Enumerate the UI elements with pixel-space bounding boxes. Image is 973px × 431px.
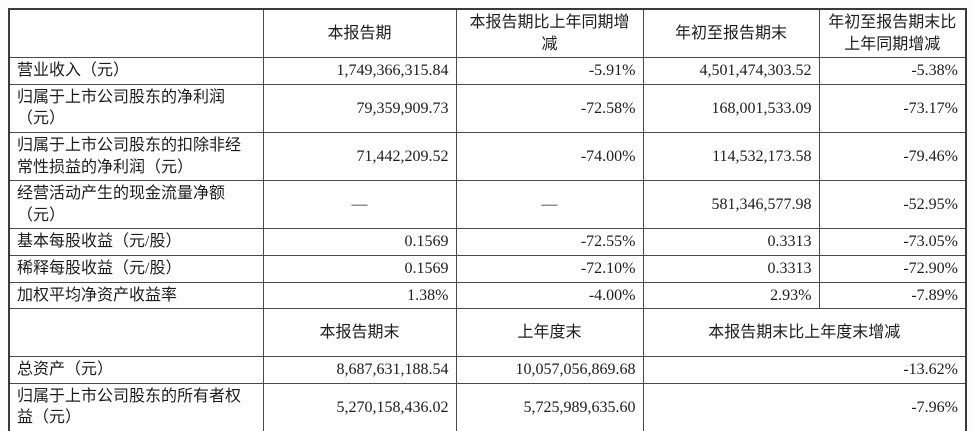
- header-blank-cell: [8, 8, 264, 59]
- cell-ytd-change: -52.95%: [818, 180, 967, 230]
- cell-end-of-prev-year: 5,725,989,635.60: [455, 382, 644, 431]
- cell-current: 1,749,366,315.84: [262, 57, 457, 85]
- cell-end-of-prev-year: 10,057,056,869.68: [455, 356, 644, 384]
- cell-change: -7.96%: [642, 382, 967, 431]
- header-end-of-prev-year: 上年度末: [455, 308, 644, 358]
- row-label: 归属于上市公司股东的扣除非经常性损益的净利润（元）: [8, 131, 264, 182]
- cell-current-change: -4.00%: [455, 281, 644, 310]
- cell-current: 71,442,209.52: [262, 131, 457, 182]
- header-end-of-period: 本报告期末: [262, 308, 457, 358]
- cell-current: 1.38%: [262, 281, 457, 310]
- cell-end-of-period: 8,687,631,188.54: [262, 356, 457, 384]
- row-label: 总资产（元）: [8, 356, 264, 384]
- table-row-operating-cash-flow: 经营活动产生的现金流量净额（元） — — 581,346,577.98 -52.…: [8, 180, 967, 230]
- table-row-net-profit: 归属于上市公司股东的净利润（元） 79,359,909.73 -72.58% 1…: [8, 83, 967, 133]
- cell-ytd: 0.3313: [642, 228, 820, 256]
- cell-current-change: -5.91%: [455, 57, 644, 85]
- header-row-period-end: 本报告期末 上年度末 本报告期末比上年度末增减: [8, 308, 967, 358]
- header-blank-cell: [8, 308, 264, 358]
- table-row-diluted-eps: 稀释每股收益（元/股） 0.1569 -72.10% 0.3313 -72.90…: [8, 254, 967, 283]
- cell-ytd-change: -79.46%: [818, 131, 967, 182]
- cell-current-change-empty: —: [455, 180, 644, 230]
- cell-current-change: -72.58%: [455, 83, 644, 133]
- table-row-basic-eps: 基本每股收益（元/股） 0.1569 -72.55% 0.3313 -73.05…: [8, 228, 967, 256]
- cell-ytd: 581,346,577.98: [642, 180, 820, 230]
- cell-current: 0.1569: [262, 254, 457, 283]
- cell-ytd-change: -5.38%: [818, 57, 967, 85]
- row-label: 归属于上市公司股东的所有者权益（元）: [8, 382, 264, 431]
- row-label: 基本每股收益（元/股）: [8, 228, 264, 256]
- cell-current-empty: —: [262, 180, 457, 230]
- header-row-period: 本报告期 本报告期比上年同期增减 年初至报告期末 年初至报告期末比上年同期增减: [8, 8, 967, 59]
- row-label: 加权平均净资产收益率: [8, 281, 264, 310]
- cell-ytd: 4,501,474,303.52: [642, 57, 820, 85]
- cell-ytd-change: -73.17%: [818, 83, 967, 133]
- table-row-weighted-avg-roe: 加权平均净资产收益率 1.38% -4.00% 2.93% -7.89%: [8, 281, 967, 310]
- cell-current-change: -72.10%: [455, 254, 644, 283]
- header-period-end-change: 本报告期末比上年度末增减: [642, 308, 967, 358]
- cell-ytd-change: -73.05%: [818, 228, 967, 256]
- cell-ytd-change: -72.90%: [818, 254, 967, 283]
- header-ytd: 年初至报告期末: [642, 8, 820, 59]
- row-label: 归属于上市公司股东的净利润（元）: [8, 83, 264, 133]
- table-row-operating-revenue: 营业收入（元） 1,749,366,315.84 -5.91% 4,501,47…: [8, 57, 967, 85]
- row-label: 经营活动产生的现金流量净额（元）: [8, 180, 264, 230]
- cell-ytd: 114,532,173.58: [642, 131, 820, 182]
- row-label: 稀释每股收益（元/股）: [8, 254, 264, 283]
- header-current-period-change: 本报告期比上年同期增减: [455, 8, 644, 59]
- table-row-total-assets: 总资产（元） 8,687,631,188.54 10,057,056,869.6…: [8, 356, 967, 384]
- cell-ytd: 168,001,533.09: [642, 83, 820, 133]
- cell-ytd: 2.93%: [642, 281, 820, 310]
- row-label: 营业收入（元）: [8, 57, 264, 85]
- financial-summary-table: 本报告期 本报告期比上年同期增减 年初至报告期末 年初至报告期末比上年同期增减 …: [8, 8, 967, 431]
- cell-ytd: 0.3313: [642, 254, 820, 283]
- table-row-net-profit-excl-nonrecurring: 归属于上市公司股东的扣除非经常性损益的净利润（元） 71,442,209.52 …: [8, 131, 967, 182]
- header-current-period: 本报告期: [262, 8, 457, 59]
- header-ytd-change: 年初至报告期末比上年同期增减: [818, 8, 967, 59]
- cell-change: -13.62%: [642, 356, 967, 384]
- cell-end-of-period: 5,270,158,436.02: [262, 382, 457, 431]
- cell-current: 0.1569: [262, 228, 457, 256]
- cell-current: 79,359,909.73: [262, 83, 457, 133]
- table-row-equity-attributable: 归属于上市公司股东的所有者权益（元） 5,270,158,436.02 5,72…: [8, 382, 967, 431]
- cell-current-change: -72.55%: [455, 228, 644, 256]
- cell-current-change: -74.00%: [455, 131, 644, 182]
- cell-ytd-change: -7.89%: [818, 281, 967, 310]
